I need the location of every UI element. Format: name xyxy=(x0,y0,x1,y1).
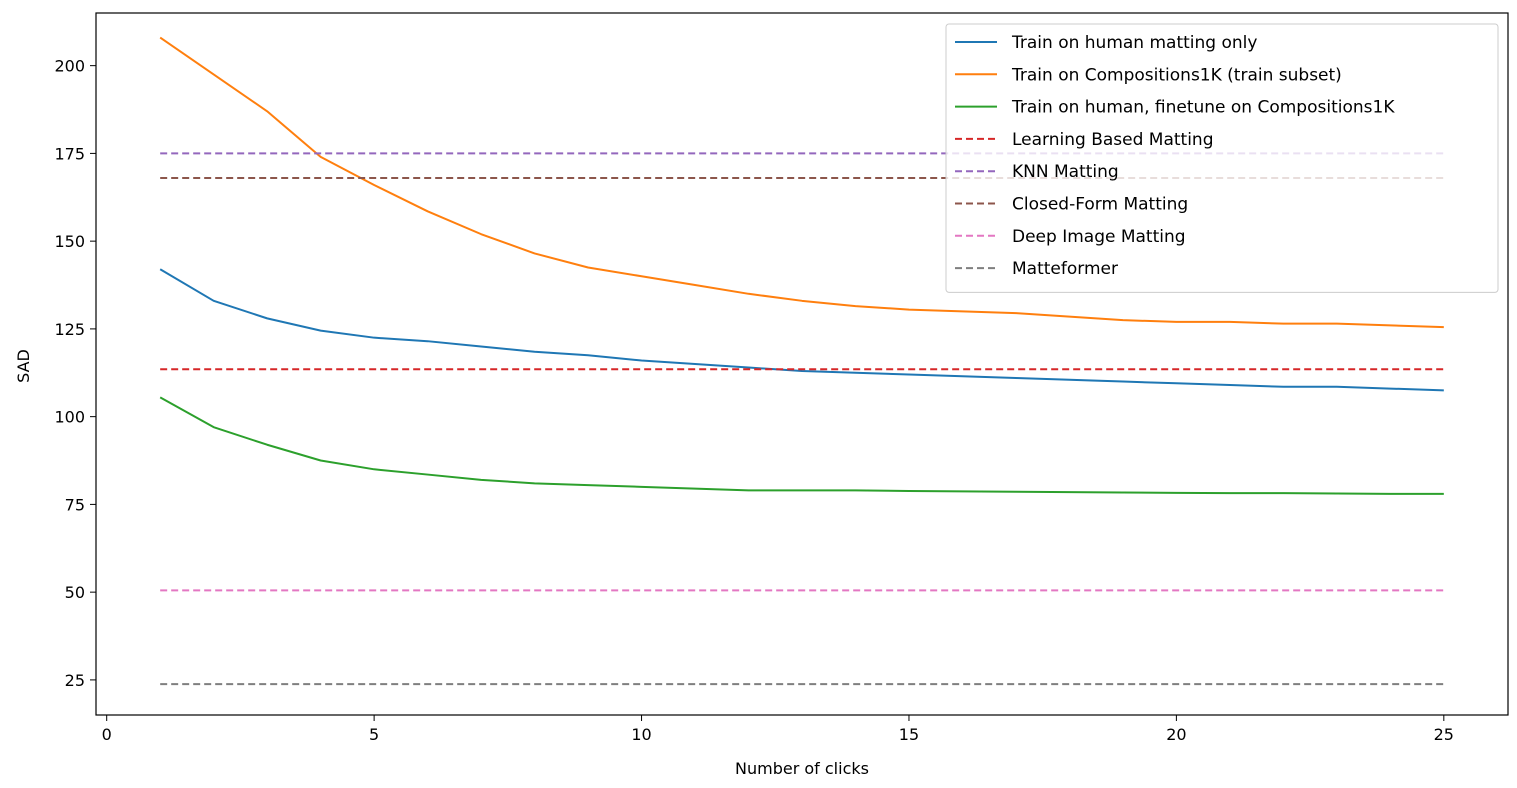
legend-entry: Train on human, finetune on Compositions… xyxy=(1011,98,1395,118)
x-axis-label: Number of clicks xyxy=(735,759,869,778)
x-tick-label: 20 xyxy=(1166,725,1186,744)
y-tick-label: 200 xyxy=(54,57,85,76)
x-tick-label: 15 xyxy=(899,725,919,744)
y-tick-label: 25 xyxy=(65,671,85,690)
y-tick-label: 50 xyxy=(65,583,85,602)
y-tick-label: 125 xyxy=(54,320,85,339)
x-axis: 0 5 10 15 20 25 xyxy=(102,715,1454,744)
plot-frame xyxy=(95,12,1509,716)
legend-box xyxy=(945,23,1499,293)
legend-entry: Train on human matting only xyxy=(1011,33,1257,53)
x-tick-label: 10 xyxy=(631,725,651,744)
series-lines xyxy=(159,36,1444,686)
legend-entry: Deep Image Matting xyxy=(1012,227,1186,247)
x-tick-label: 25 xyxy=(1434,725,1454,744)
x-tick-label: 5 xyxy=(369,725,379,744)
legend: Train on human matting only Train on Comp… xyxy=(945,23,1499,293)
y-tick-label: 100 xyxy=(54,408,85,427)
legend-entry: Matteformer xyxy=(1012,259,1118,279)
x-tick-label: 0 xyxy=(102,725,112,744)
y-tick-label: 75 xyxy=(65,495,85,514)
y-axis-label: SAD xyxy=(14,349,33,383)
series-line-1 xyxy=(159,268,1444,392)
legend-entry: Closed-Form Matting xyxy=(1012,195,1188,215)
y-tick-label: 150 xyxy=(54,232,85,251)
legend-entry: Learning Based Matting xyxy=(1012,130,1214,150)
y-tick-label: 175 xyxy=(54,144,85,163)
series-line-3 xyxy=(159,396,1444,495)
legend-entry: Train on Compositions1K (train subset) xyxy=(1011,65,1342,85)
y-axis: 25 50 75 100 125 150 175 200 xyxy=(54,57,96,690)
legend-entry: KNN Matting xyxy=(1012,162,1119,182)
series-line-2 xyxy=(159,36,1444,329)
